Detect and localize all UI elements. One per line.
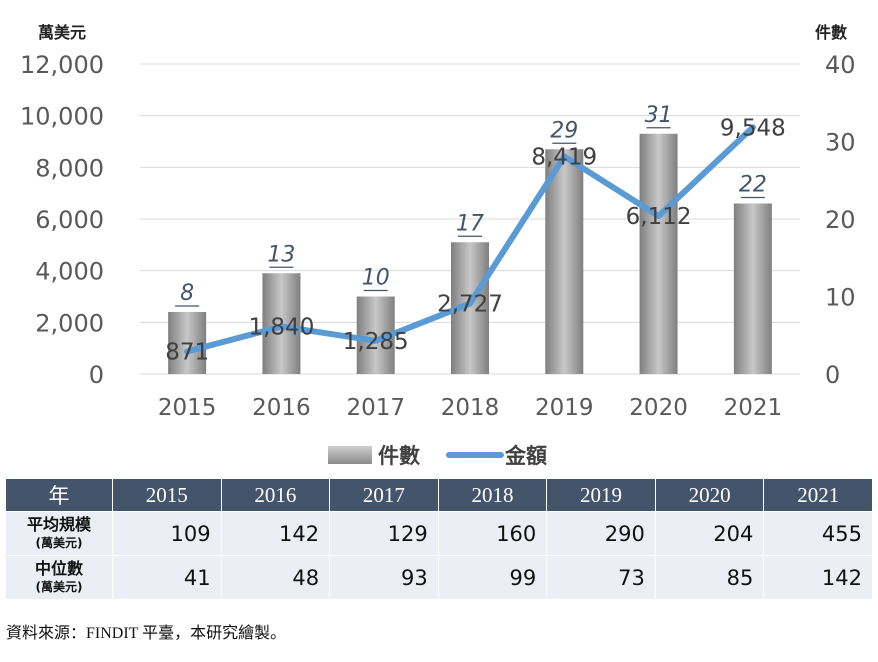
right-axis-unit-label: 件數 (815, 23, 847, 42)
table-header-cell: 2016 (220, 478, 331, 512)
gridlines (140, 63, 800, 375)
table-cell: 73 (546, 555, 656, 600)
left-axis-tick-label: 8,000 (35, 154, 104, 182)
table-cell: 41 (112, 555, 222, 600)
legend: 件數 金額 (328, 444, 547, 468)
data-label-amount: 871 (165, 339, 209, 365)
x-axis-tick-label: 2021 (724, 395, 783, 421)
bar-count (733, 203, 772, 374)
left-axis-tick-label: 0 (89, 361, 104, 389)
right-axis-tick-label: 40 (825, 51, 856, 79)
line-point-amount (655, 213, 662, 220)
table-header-cell: 2015 (112, 478, 222, 512)
data-label-count: 29 (550, 118, 578, 143)
bar-count (168, 312, 207, 374)
data-labels: 8 13 10 17 29 31 22 871 1,840 1,285 2,727 8,419 6,11… (165, 103, 786, 366)
legend-label-amount: 金額 (504, 444, 547, 468)
right-axis-tick-label: 10 (825, 284, 856, 312)
data-label-amount: 2,727 (437, 292, 503, 318)
table-header-cell: 2020 (654, 478, 765, 512)
table-row-median: 中位數 (萬美元) 41 48 93 99 73 85 142 (5, 555, 873, 600)
row-label-text: 平均規模 (26, 514, 91, 534)
left-axis-tick-label: 6,000 (35, 206, 104, 234)
row-label-median: 中位數 (萬美元) (5, 555, 113, 600)
table-cell: 160 (437, 511, 548, 556)
row-label-unit: (萬美元) (35, 535, 83, 550)
table-cell: 455 (763, 511, 873, 556)
x-axis-tick-label: 2015 (158, 395, 217, 421)
table-header-cell: 2021 (763, 478, 873, 512)
x-axis-tick-label: 2019 (535, 395, 594, 421)
data-label-count: 17 (456, 211, 484, 236)
left-axis-tick-label: 10,000 (20, 103, 104, 131)
legend-swatch-bars (328, 446, 372, 464)
table-row-average: 平均規模 (萬美元) 109 142 129 160 290 204 455 (5, 511, 873, 556)
right-axis-tick-label: 20 (825, 206, 856, 234)
axes: 0 2,000 4,000 6,000 8,000 10,000 12,000 0 10 20 30… (20, 51, 856, 421)
legend-label-count: 件數 (378, 444, 420, 468)
data-label-count: 13 (267, 242, 295, 267)
data-table: 年 2015 2016 2017 2018 2019 2020 2021 平均規… (5, 478, 873, 600)
combo-chart: 8 13 10 17 29 31 22 871 1,840 1,285 2,727 8,419 6,11… (20, 23, 856, 468)
x-axis-tick-label: 2017 (346, 395, 405, 421)
line-point-amount (372, 337, 379, 344)
table-cell: 142 (220, 511, 331, 556)
table-header-cell: 年 (5, 478, 113, 512)
table-cell: 48 (220, 555, 331, 600)
data-label-amount: 1,285 (343, 329, 409, 355)
data-label-amount: 1,840 (248, 314, 314, 340)
table-header-cell: 2018 (437, 478, 548, 512)
table-cell: 99 (437, 555, 548, 600)
line-series-amount (184, 124, 756, 355)
row-label-text: 中位數 (34, 558, 83, 578)
data-label-amount: 9,548 (720, 115, 786, 141)
left-axis-unit-label: 萬美元 (38, 23, 86, 42)
row-label-average: 平均規模 (萬美元) (5, 511, 113, 556)
table-cell: 129 (329, 511, 439, 556)
table-cell: 93 (329, 555, 439, 600)
table-cell: 109 (112, 511, 222, 556)
data-label-amount: 8,419 (531, 145, 597, 171)
table-cell: 85 (654, 555, 765, 600)
left-axis-tick-label: 12,000 (20, 51, 104, 79)
left-axis-tick-label: 4,000 (35, 258, 104, 286)
bar-series-count (168, 133, 772, 374)
bar-count (639, 133, 678, 374)
x-axis-tick-label: 2018 (441, 395, 500, 421)
data-label-count: 10 (362, 266, 390, 291)
table-cell: 142 (763, 555, 873, 600)
x-axis-tick-label: 2020 (629, 395, 688, 421)
table-cell: 204 (654, 511, 765, 556)
table-header-cell: 2017 (329, 478, 439, 512)
table-header-row: 年 2015 2016 2017 2018 2019 2020 2021 (5, 478, 873, 512)
data-label-count: 31 (645, 103, 673, 128)
bar-count (545, 149, 584, 374)
left-axis-tick-label: 2,000 (35, 309, 104, 337)
data-label-count: 8 (180, 281, 194, 306)
row-label-unit: (萬美元) (35, 579, 83, 594)
right-axis-tick-label: 0 (825, 361, 840, 389)
x-axis-tick-label: 2016 (252, 395, 311, 421)
table-cell: 290 (546, 511, 656, 556)
table-header-cell: 2019 (546, 478, 656, 512)
data-label-count: 22 (739, 173, 767, 198)
source-note: 資料來源：FINDIT 平臺，本研究繪製。 (6, 625, 287, 642)
right-axis-tick-label: 30 (825, 129, 856, 157)
line-point-amount (184, 348, 191, 355)
line-point-amount (467, 300, 473, 307)
data-label-amount: 6,112 (626, 204, 692, 230)
line-point-amount (278, 323, 285, 330)
line-point-amount (749, 124, 756, 131)
line-point-amount (561, 153, 568, 160)
